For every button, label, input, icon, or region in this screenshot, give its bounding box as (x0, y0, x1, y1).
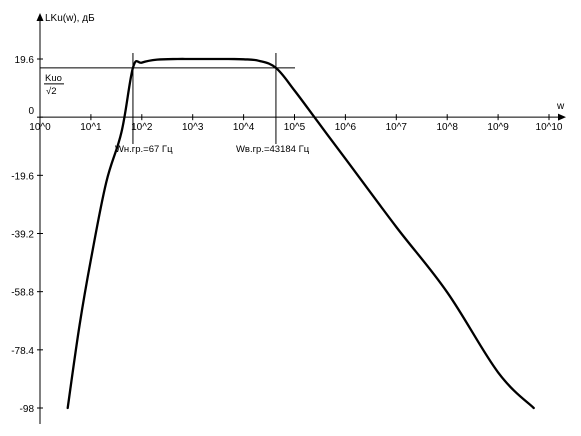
y-tick-label: -78.4 (11, 346, 34, 357)
reference-label-numerator: Kuo (45, 73, 62, 84)
x-tick-label: 10^0 (29, 122, 51, 133)
axes (36, 13, 566, 424)
tick-marks (37, 58, 550, 409)
y-tick-label: 0 (28, 106, 34, 117)
x-axis-arrow (558, 113, 566, 121)
y-axis-arrow (36, 13, 44, 21)
y-tick-label: -19.6 (11, 171, 34, 182)
x-tick-label: 10^1 (80, 122, 102, 133)
y-tick-label: 19.6 (15, 55, 35, 66)
x-tick-label: 10^2 (131, 122, 153, 133)
reference-level-label: Kuo √2 (44, 73, 64, 97)
lower-cutoff-label: Wн.гр.=67 Гц (115, 144, 173, 155)
reference-lines (40, 53, 295, 144)
x-tick-label: 10^6 (335, 122, 357, 133)
x-tick-label: 10^7 (386, 122, 408, 133)
x-tick-label: 10^3 (182, 122, 204, 133)
x-tick-label: 10^5 (284, 122, 306, 133)
tick-labels: 10^0 10^1 10^2 10^3 10^4 10^5 10^6 10^7 10^8 10^9… (11, 55, 563, 415)
y-tick-label: -39.2 (11, 230, 34, 241)
x-tick-label: 10^9 (487, 122, 509, 133)
x-axis-title: w (556, 101, 565, 112)
x-tick-label: 10^10 (536, 122, 563, 133)
reference-label-denominator: √2 (46, 86, 57, 97)
y-tick-label: -58.8 (11, 288, 34, 299)
y-tick-label: -98 (20, 404, 35, 415)
y-axis-title: LKu(w), дБ (45, 13, 95, 24)
response-curve (66, 57, 535, 410)
x-tick-label: 10^4 (233, 122, 255, 133)
upper-cutoff-label: Wв.гр.=43184 Гц (236, 144, 310, 155)
x-tick-label: 10^8 (437, 122, 459, 133)
